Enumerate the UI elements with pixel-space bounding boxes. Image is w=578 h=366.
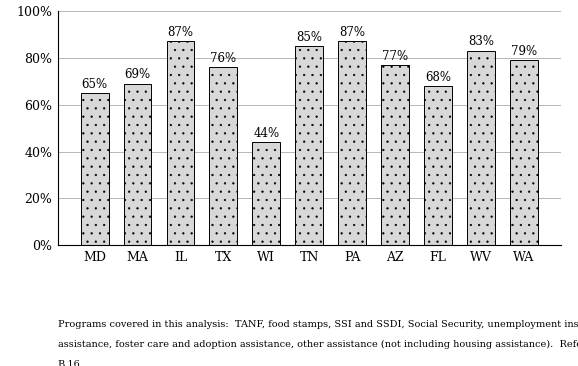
Bar	[124, 83, 151, 245]
Text: 79%: 79%	[511, 45, 537, 58]
Text: 68%: 68%	[425, 71, 451, 83]
Text: Programs covered in this analysis:  TANF, food stamps, SSI and SSDI, Social Secu: Programs covered in this analysis: TANF,…	[58, 320, 578, 329]
Bar	[209, 67, 238, 245]
Text: 87%: 87%	[339, 26, 365, 39]
Bar	[424, 86, 452, 245]
Text: 77%: 77%	[382, 49, 408, 63]
Bar	[295, 46, 323, 245]
Bar	[381, 65, 409, 245]
Text: 76%: 76%	[210, 52, 236, 65]
Text: 69%: 69%	[124, 68, 151, 81]
Bar	[510, 60, 538, 245]
Bar	[467, 51, 495, 245]
Bar	[81, 93, 109, 245]
Text: B.16: B.16	[58, 360, 80, 366]
Text: 44%: 44%	[253, 127, 279, 140]
Text: 85%: 85%	[297, 31, 322, 44]
Bar	[338, 41, 366, 245]
Text: 65%: 65%	[81, 78, 108, 91]
Text: assistance, foster care and adoption assistance, other assistance (not including: assistance, foster care and adoption ass…	[58, 340, 578, 349]
Bar	[166, 41, 194, 245]
Text: 83%: 83%	[468, 36, 494, 48]
Text: 87%: 87%	[168, 26, 194, 39]
Bar	[253, 142, 280, 245]
